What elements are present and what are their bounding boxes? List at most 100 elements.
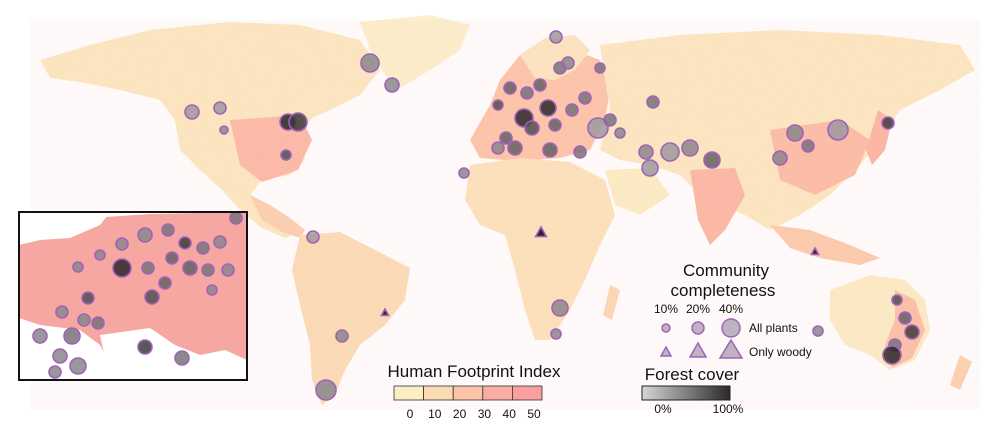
hfi-swatch: [482, 385, 513, 401]
site-marker-circle: [533, 78, 547, 92]
site-marker-circle: [229, 212, 243, 225]
site-marker-circle: [520, 86, 534, 100]
site-marker-circle: [81, 291, 95, 305]
hfi-tick-label: 30: [478, 407, 492, 421]
site-marker-circle: [174, 350, 190, 366]
hfi-tick-labels: 0 10 20 30 40 50: [407, 407, 541, 421]
legend-forest-max: 100%: [713, 402, 744, 416]
legend-size-label-20: 20%: [686, 302, 710, 316]
legend-triangle-small: [659, 345, 673, 357]
site-marker-circle: [548, 118, 562, 132]
site-marker-circle: [503, 81, 517, 95]
site-marker-circle: [94, 249, 106, 261]
site-marker-circle: [144, 289, 160, 305]
site-marker-circle: [213, 101, 227, 115]
site-marker-circle: [603, 113, 617, 127]
legend-triangle-large: [718, 338, 744, 359]
site-marker-circle: [115, 237, 129, 251]
site-marker-circle: [703, 151, 721, 169]
site-marker-circle: [182, 260, 198, 276]
hfi-swatch: [423, 385, 454, 401]
hfi-tick-label: 10: [428, 407, 442, 421]
site-marker-circle: [549, 30, 563, 44]
site-marker-circle: [681, 139, 699, 157]
hfi-tick-label: 0: [407, 407, 414, 421]
hfi-tick-label: 20: [453, 407, 467, 421]
site-marker-circle: [306, 230, 320, 244]
site-marker-circle: [614, 127, 626, 139]
site-marker-circle: [573, 145, 587, 159]
legend-community-title-2: completeness: [671, 281, 776, 300]
site-marker-circle: [891, 294, 903, 306]
site-marker-circle: [335, 329, 349, 343]
site-marker-circle: [801, 139, 815, 153]
site-marker-circle: [882, 345, 902, 365]
site-marker-circle: [165, 251, 179, 265]
hfi-swatch: [393, 385, 425, 401]
inset-frame: [18, 211, 248, 381]
site-marker-circle: [550, 328, 562, 340]
site-marker-circle: [594, 62, 606, 74]
site-marker-circle: [141, 261, 155, 275]
site-marker-circle: [280, 149, 292, 161]
site-marker-triangle: [380, 307, 390, 317]
legend-circle-medium: [691, 321, 705, 335]
site-marker-circle: [206, 284, 218, 296]
site-marker-circle: [360, 53, 380, 73]
site-marker-circle: [158, 276, 172, 290]
legend-community-completeness: Community completeness 10% 20% 40% All p…: [654, 261, 812, 359]
legend-human-footprint: Human Footprint Index 0 10 20 30 40 50: [388, 362, 561, 421]
legend-triangle-medium: [688, 341, 708, 358]
site-marker-circle: [786, 124, 804, 142]
site-marker-circle: [578, 91, 592, 105]
site-marker-circle: [91, 316, 105, 330]
site-marker-circle: [72, 261, 84, 273]
site-marker-circle: [587, 117, 609, 139]
legend-forest-min: 0%: [654, 402, 672, 416]
legend-size-label-40: 40%: [719, 302, 743, 316]
hfi-swatch: [512, 385, 543, 401]
site-marker-circle: [178, 236, 192, 250]
hfi-tick-label: 40: [503, 407, 517, 421]
site-marker-circle: [112, 258, 132, 278]
site-marker-circle: [458, 167, 470, 179]
legend-circle-small: [661, 323, 671, 333]
site-marker-circle: [315, 379, 337, 401]
inset-sea-north: [19, 212, 110, 245]
legend-only-woody-label: Only woody: [749, 345, 812, 359]
europe-inset: [18, 211, 248, 381]
site-marker-circle: [492, 99, 504, 111]
site-marker-circle: [213, 235, 227, 249]
site-marker-circle: [55, 305, 69, 319]
site-marker-circle: [384, 77, 400, 93]
site-marker-circle: [772, 150, 788, 166]
inset-sea-med: [100, 328, 247, 380]
site-marker-circle: [539, 99, 557, 117]
legend-forest-title: Forest cover: [645, 365, 740, 384]
site-marker-circle: [491, 141, 505, 155]
legend-hfi-title: Human Footprint Index: [388, 362, 561, 381]
site-marker-circle: [551, 299, 569, 317]
site-marker-circle: [52, 348, 68, 364]
site-marker-circle: [48, 365, 62, 379]
site-marker-circle: [161, 223, 175, 237]
site-marker-circle: [881, 116, 895, 130]
site-marker-circle: [221, 263, 235, 277]
site-marker-circle: [561, 56, 575, 70]
site-marker-circle: [69, 357, 87, 375]
site-marker-circle: [137, 227, 153, 243]
site-marker-circle: [904, 324, 920, 340]
site-marker-circle: [646, 95, 660, 109]
site-marker-circle: [898, 311, 912, 325]
hfi-swatch: [452, 385, 484, 401]
site-marker-circle: [201, 263, 215, 277]
legend-forest-cover: Forest cover 0% 100%: [641, 365, 744, 416]
site-marker-circle: [63, 327, 81, 345]
site-marker-triangle: [534, 225, 548, 238]
site-marker-circle: [288, 112, 308, 132]
site-marker-circle: [77, 313, 91, 327]
site-marker-circle: [219, 125, 229, 135]
site-marker-circle: [196, 241, 210, 255]
site-marker-circle: [499, 131, 513, 145]
